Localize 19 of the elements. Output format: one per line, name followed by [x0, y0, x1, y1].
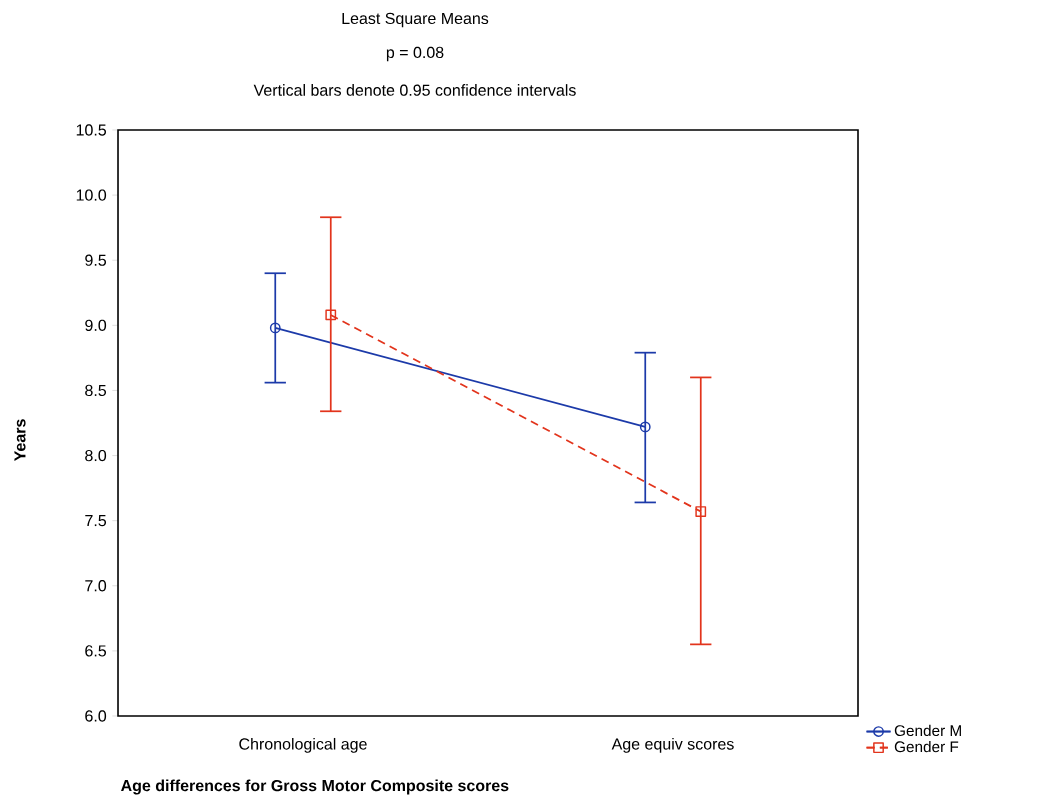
chart-subtitle: p = 0.08	[386, 46, 444, 62]
y-axis-title: Years	[14, 419, 26, 462]
y-tick-label: 6.5	[85, 645, 107, 657]
y-tick-label: 10.0	[76, 189, 107, 201]
x-tick-label: Chronological age	[239, 737, 367, 753]
legend-label: Gender M	[894, 724, 961, 737]
text: Vertical bars denote 0.95 confidence intervals	[253, 84, 576, 96]
y-tick-label: 10.5	[76, 124, 107, 136]
y-tick-label: 6.0	[85, 710, 107, 722]
legend-label: Gender F	[894, 740, 959, 753]
y-tick-label: 8.0	[85, 449, 107, 462]
y-tick-label: 9.5	[85, 254, 107, 266]
chart-title: Least Square Means	[342, 12, 489, 28]
y-tick-label: 7.5	[85, 515, 107, 527]
y-tick-label: 8.5	[85, 384, 107, 397]
x-axis-title: Age differences for Gross Motor Composite scores	[121, 779, 509, 795]
x-tick-label: Age equiv scores	[611, 737, 734, 753]
y-tick-label: 9.0	[85, 319, 107, 331]
y-tick-label: 7.0	[85, 580, 107, 592]
